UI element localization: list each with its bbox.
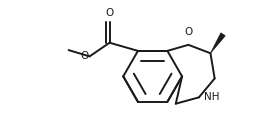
Text: NH: NH bbox=[204, 92, 220, 102]
Text: O: O bbox=[80, 51, 88, 61]
Text: O: O bbox=[105, 7, 114, 18]
Text: O: O bbox=[184, 27, 193, 38]
Polygon shape bbox=[210, 33, 225, 53]
